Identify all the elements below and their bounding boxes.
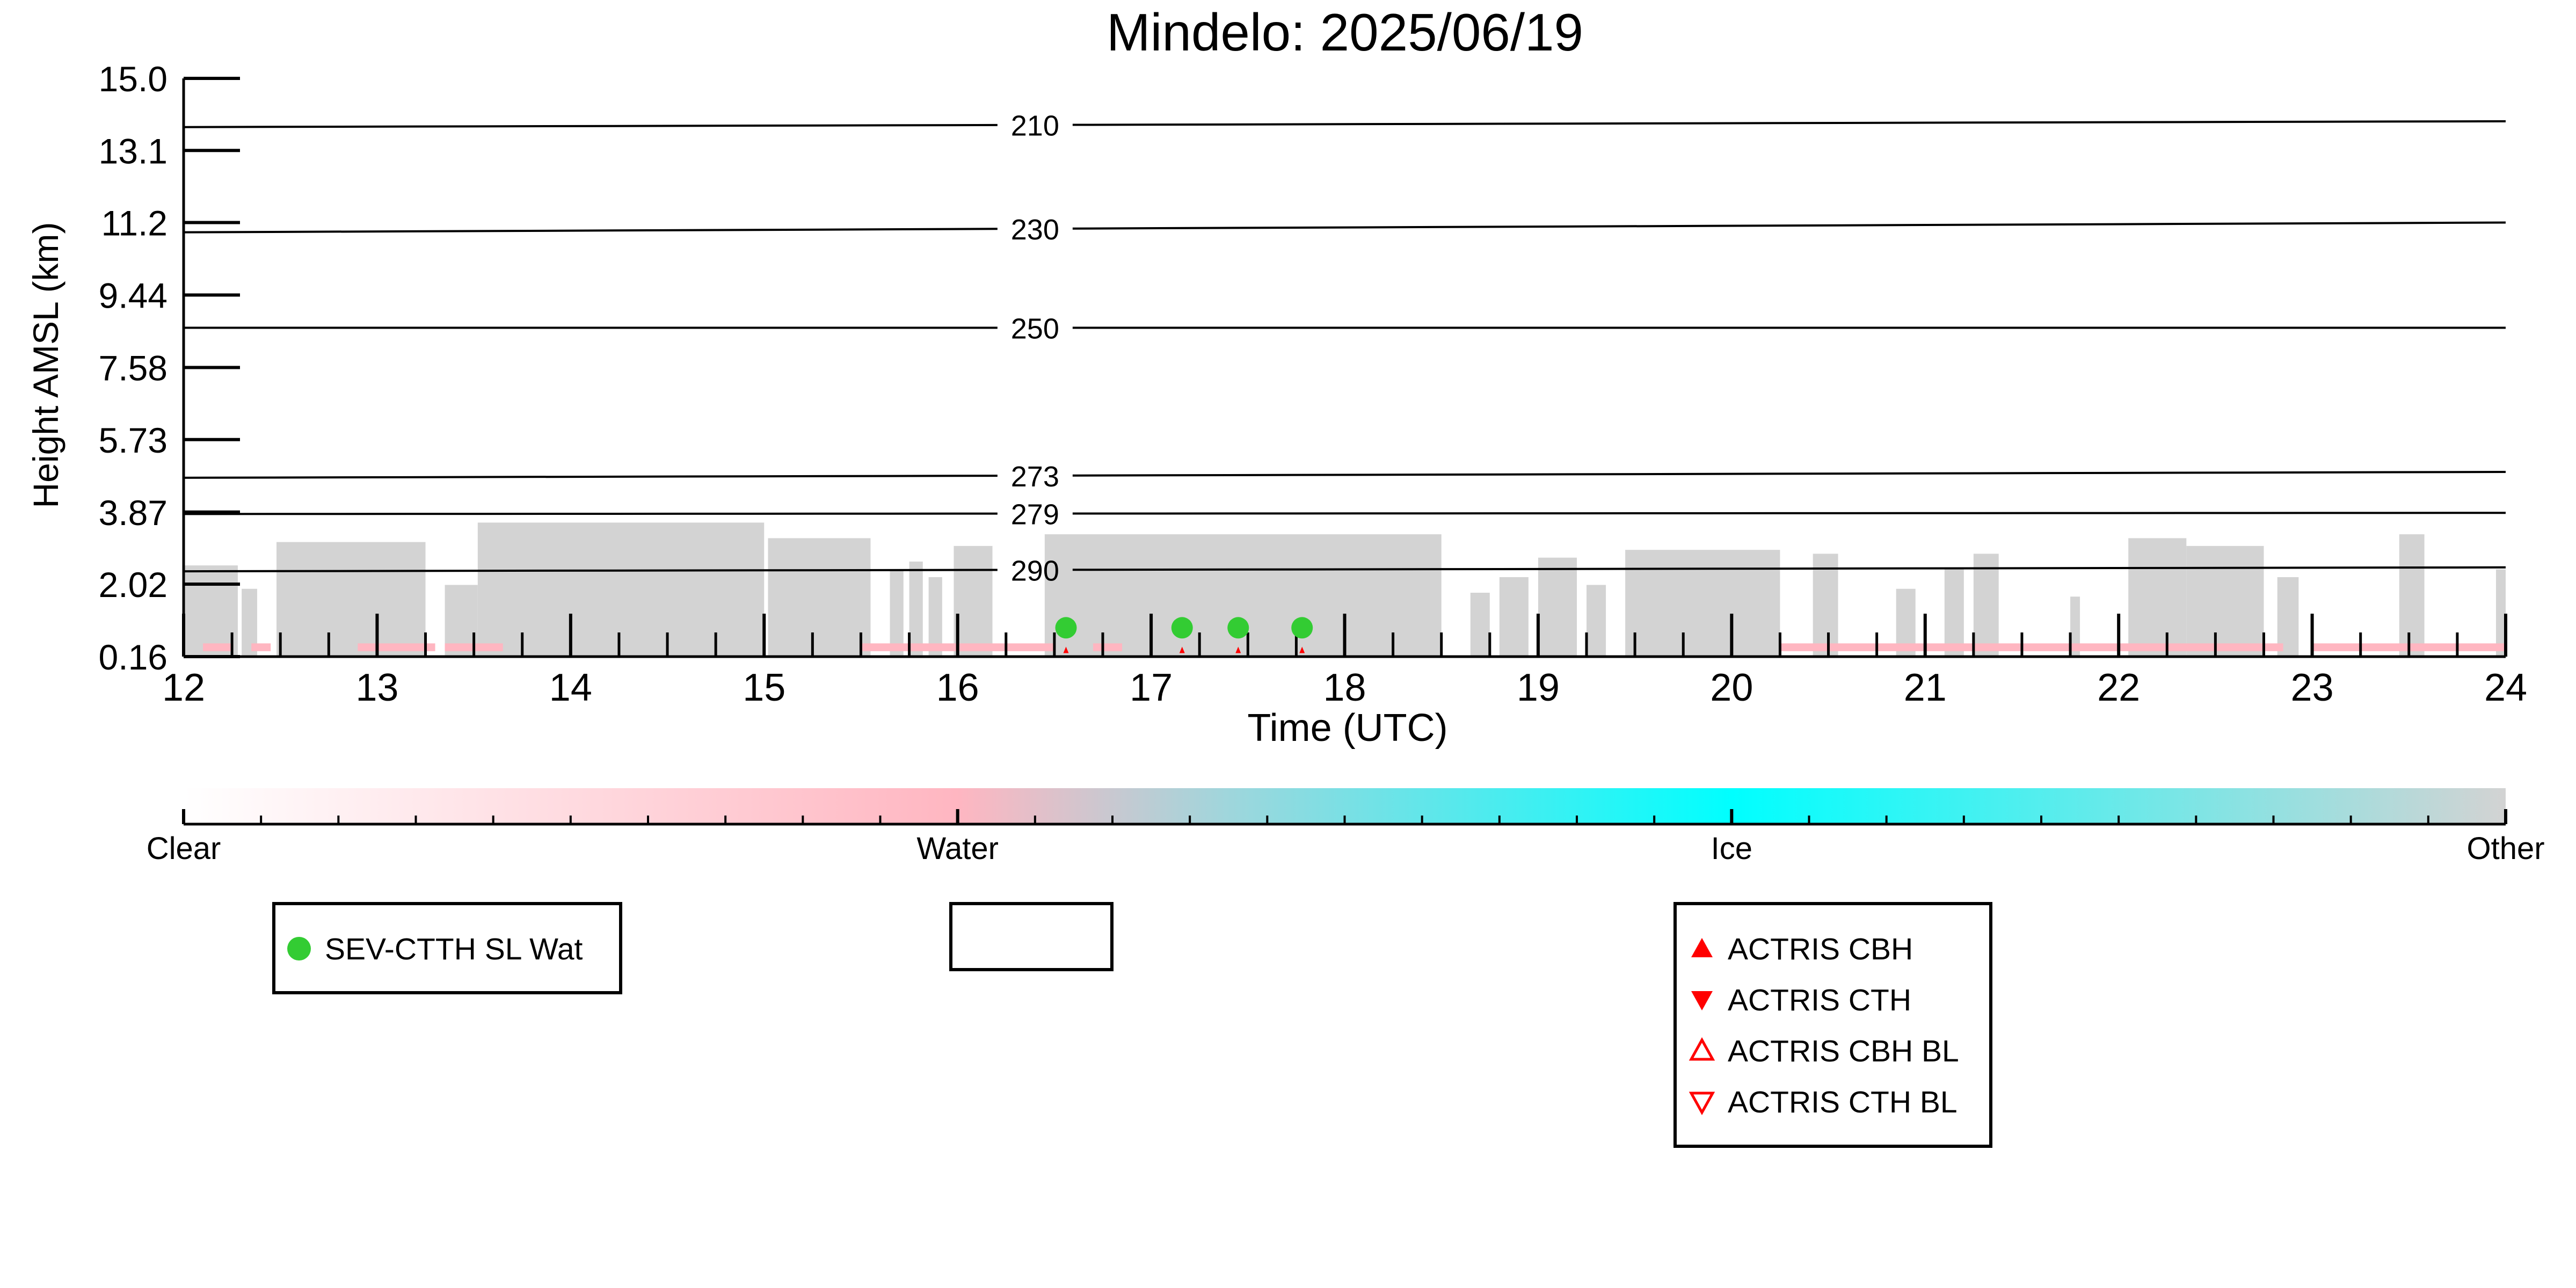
y-tick-label: 2.02 — [99, 565, 168, 605]
cloud-column — [1813, 554, 1838, 657]
legend-marker-triangle-down-open — [1689, 1091, 1715, 1116]
cloud-column — [909, 561, 923, 657]
cloud-column — [2128, 538, 2187, 657]
legend-label: SEV-CTTH SL Wat — [325, 932, 583, 966]
legend-label: ACTRIS CTH — [1728, 983, 1911, 1017]
isotherm-label: 273 — [1011, 461, 1059, 493]
y-axis-label: Height AMSL (km) — [26, 222, 66, 508]
actris-cbh-point — [1063, 646, 1069, 653]
sev-ctth-point — [1171, 617, 1193, 639]
cloud-column — [890, 569, 904, 657]
cloud-column — [477, 522, 765, 657]
water-band — [1780, 643, 2283, 651]
isotherm-line — [183, 475, 998, 479]
legend-marker-triangle-up-open — [1689, 1037, 1715, 1061]
x-tick-label: 20 — [1710, 666, 1753, 709]
cloud-column — [2399, 534, 2425, 657]
x-tick-label: 14 — [549, 666, 592, 709]
colorbar-label: Other — [2466, 831, 2544, 866]
y-tick-label: 5.73 — [99, 420, 168, 460]
isotherm-line — [1072, 221, 2506, 230]
cloud-column — [1538, 557, 1577, 657]
phase-colorbar: Clear Water Ice Other — [147, 788, 2545, 866]
cloud-column — [2495, 569, 2506, 657]
colorbar-label: Clear — [147, 831, 221, 866]
water-band — [203, 643, 232, 651]
actris-cbh-point — [1299, 646, 1305, 653]
isotherm-line — [183, 228, 998, 234]
legend-label: ACTRIS CBH — [1728, 932, 1913, 966]
x-tick-label: 18 — [1323, 666, 1366, 709]
x-tick-label: 16 — [936, 666, 979, 709]
cloud-column — [768, 538, 871, 657]
water-band — [358, 643, 435, 651]
sev-ctth-point — [1227, 617, 1249, 639]
isotherm-line — [1072, 566, 2506, 571]
plot-area: 210 230 250 273 279 290 0.16 2.02 3.87 5.73 7.58 9.… — [99, 59, 2528, 709]
sev-ctth-point — [1055, 617, 1077, 639]
cloud-column — [1044, 534, 1442, 657]
colorbar-label: Ice — [1711, 831, 1752, 866]
chart-title: Mindelo: 2025/06/19 — [1107, 3, 1583, 62]
cloud-column — [1587, 585, 1606, 657]
actris-cbh-point — [1179, 646, 1185, 653]
water-band — [251, 643, 271, 651]
y-tick-label: 3.87 — [99, 493, 168, 533]
isotherm-label: 210 — [1011, 110, 1059, 142]
x-tick-label: 22 — [2097, 666, 2140, 709]
isotherm-line — [183, 123, 998, 128]
x-tick-label: 13 — [355, 666, 398, 709]
legends: SEV-CTTH SL Wat ACTRIS CBH ACTRIS CTH ACTRI… — [272, 902, 1992, 1148]
cloud-column — [1499, 577, 1529, 657]
colorbar-label: Water — [916, 831, 999, 866]
legend-box — [1673, 902, 1992, 1148]
isotherm-label: 250 — [1011, 312, 1059, 345]
legend-label: ACTRIS CTH BL — [1728, 1085, 1958, 1119]
sev-ctth-point — [1291, 617, 1313, 639]
isotherm-line — [183, 569, 998, 573]
x-tick-label: 21 — [1904, 666, 1947, 709]
cloud-column — [954, 545, 993, 657]
legend-marker-circle — [287, 937, 311, 960]
x-tick-label: 19 — [1517, 666, 1560, 709]
cloud-column — [1625, 550, 1780, 657]
cloud-column — [2070, 596, 2080, 657]
cloud-column — [2186, 545, 2264, 657]
legend-box-empty — [949, 902, 1114, 971]
actris-cbh-point — [1235, 646, 1241, 653]
y-tick-label: 0.16 — [99, 637, 168, 677]
isotherm-line — [1072, 120, 2506, 126]
x-tick-label: 15 — [743, 666, 785, 709]
legend-marker-triangle-up-filled — [1691, 938, 1713, 957]
x-tick-label: 12 — [162, 666, 205, 709]
y-tick-label: 11.2 — [101, 203, 168, 243]
y-tick-label: 15.0 — [99, 59, 168, 99]
water-band — [1093, 643, 1123, 651]
cloud-column — [1470, 592, 1490, 657]
legend-box — [272, 902, 622, 994]
isotherm-label: 230 — [1011, 214, 1059, 246]
y-tick-label: 13.1 — [99, 131, 168, 171]
isotherm-label: 279 — [1011, 499, 1059, 531]
x-tick-label: 23 — [2291, 666, 2334, 709]
legend-label: ACTRIS CBH BL — [1728, 1034, 1959, 1068]
x-tick-label: 24 — [2484, 666, 2527, 709]
isotherm-line — [1072, 470, 2506, 477]
cloud-column — [1944, 569, 1964, 657]
x-axis-label: Time (UTC) — [1247, 707, 1447, 749]
x-tick-label: 17 — [1130, 666, 1173, 709]
cloud-column — [276, 542, 426, 657]
cloud-column — [184, 565, 238, 657]
isotherm-label: 290 — [1011, 555, 1059, 587]
y-tick-label: 7.58 — [99, 348, 168, 388]
cloud-column — [1973, 554, 1999, 657]
legend-marker-triangle-down-filled — [1691, 991, 1713, 1010]
y-tick-label: 9.44 — [99, 276, 168, 316]
